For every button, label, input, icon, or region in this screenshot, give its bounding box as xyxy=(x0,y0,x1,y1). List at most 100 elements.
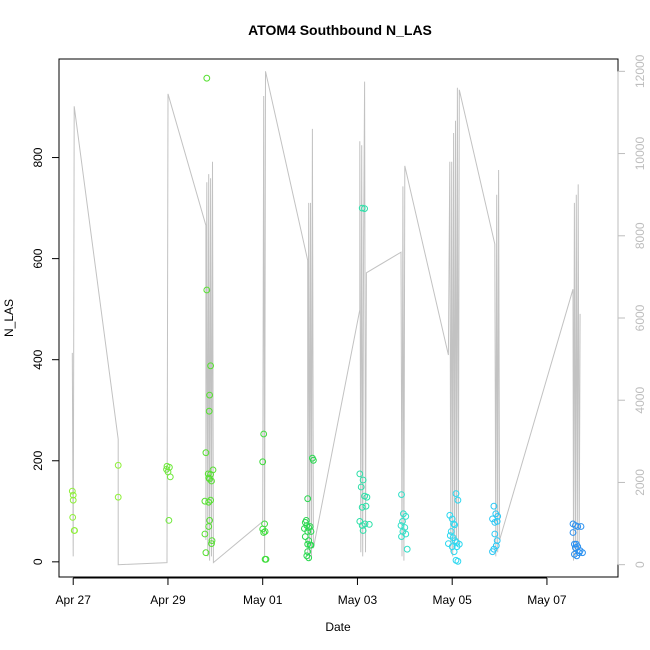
y-tick-label: 200 xyxy=(31,450,45,470)
data-point xyxy=(165,517,173,524)
y2-tick-label: 0 xyxy=(633,561,647,568)
data-point xyxy=(207,496,215,504)
y-axis-right: 0 2000 4000 6000 8000 10000 12000 xyxy=(617,54,647,568)
data-point xyxy=(207,362,215,370)
x-tick-label: May 05 xyxy=(433,593,473,607)
x-tick-label: Apr 29 xyxy=(150,593,186,607)
data-point xyxy=(489,548,496,556)
data-point xyxy=(579,549,586,557)
data-point xyxy=(454,557,462,565)
secondary-trace-layer xyxy=(71,71,581,566)
data-point xyxy=(399,518,406,525)
data-point xyxy=(363,493,371,501)
data-point xyxy=(261,528,269,535)
data-point xyxy=(577,523,585,530)
x-tick-label: May 01 xyxy=(243,593,283,607)
data-point xyxy=(201,530,209,538)
data-point xyxy=(357,483,365,491)
data-point xyxy=(166,473,174,481)
data-point xyxy=(69,514,77,521)
data-point xyxy=(359,527,367,534)
data-point xyxy=(206,391,214,399)
y2-tick-label: 6000 xyxy=(633,304,647,331)
y-axis-label: N_LAS xyxy=(2,299,16,337)
data-point xyxy=(114,493,122,501)
data-point xyxy=(69,491,77,499)
data-point xyxy=(260,529,268,536)
data-point xyxy=(361,205,369,213)
data-point xyxy=(260,430,268,438)
data-point xyxy=(305,554,313,562)
data-point xyxy=(401,524,409,531)
data-point xyxy=(397,522,405,529)
data-point xyxy=(209,466,217,474)
data-point xyxy=(71,527,78,534)
data-point xyxy=(68,487,76,495)
data-point xyxy=(202,449,210,457)
data-point xyxy=(69,496,77,504)
data-point xyxy=(356,470,364,478)
data-point xyxy=(208,477,215,485)
data-point xyxy=(453,543,461,551)
data-point xyxy=(307,541,315,549)
data-point xyxy=(358,503,366,511)
data-point xyxy=(362,502,370,510)
x-tick-label: May 03 xyxy=(338,593,378,607)
data-point xyxy=(493,518,501,525)
data-point xyxy=(572,544,579,552)
data-point xyxy=(208,540,215,547)
y2-tick-label: 4000 xyxy=(633,387,647,414)
data-point xyxy=(398,491,405,499)
y-tick-label: 800 xyxy=(31,147,45,167)
data-point xyxy=(262,555,270,563)
data-point xyxy=(310,456,317,464)
data-point xyxy=(569,529,577,536)
data-point xyxy=(402,530,410,538)
y-axis-left: 0 200 400 600 800 xyxy=(31,147,60,565)
data-point xyxy=(202,549,210,557)
data-point xyxy=(450,520,458,528)
data-point xyxy=(575,549,583,557)
data-point xyxy=(493,537,501,544)
data-points-layer xyxy=(68,74,586,565)
y2-tick-label: 8000 xyxy=(633,222,647,249)
data-point xyxy=(205,498,213,506)
data-point xyxy=(307,528,315,535)
data-point xyxy=(359,476,367,484)
data-point xyxy=(361,520,369,528)
data-point xyxy=(303,552,311,560)
y-tick-label: 600 xyxy=(31,248,45,268)
data-point xyxy=(205,407,213,415)
data-point xyxy=(301,533,309,540)
data-point xyxy=(490,502,498,510)
data-point xyxy=(451,521,459,529)
data-point xyxy=(491,530,499,538)
x-axis-label: Date xyxy=(325,620,351,634)
y-tick-label: 0 xyxy=(31,558,45,565)
y2-tick-label: 12000 xyxy=(633,54,647,88)
data-point xyxy=(452,490,460,498)
data-point xyxy=(304,495,312,503)
y-tick-label: 400 xyxy=(31,349,45,369)
data-point xyxy=(166,463,173,471)
data-point xyxy=(447,528,455,535)
secondary-trace-line xyxy=(71,71,581,566)
data-point xyxy=(402,513,410,520)
chart-title: ATOM4 Southbound N_LAS xyxy=(248,22,432,38)
data-point xyxy=(205,523,213,530)
y2-tick-label: 2000 xyxy=(633,469,647,496)
data-point xyxy=(259,458,267,466)
data-point xyxy=(451,537,459,544)
data-point xyxy=(574,523,582,530)
x-axis: Apr 27 Apr 29 May 01 May 03 May 05 May 07 xyxy=(56,577,567,607)
data-point xyxy=(114,461,122,469)
data-point xyxy=(403,545,411,553)
data-point xyxy=(208,537,216,544)
y2-tick-label: 10000 xyxy=(633,137,647,171)
data-point xyxy=(206,475,214,483)
data-point xyxy=(450,548,458,556)
data-point xyxy=(203,74,211,82)
x-tick-label: May 07 xyxy=(527,593,567,607)
